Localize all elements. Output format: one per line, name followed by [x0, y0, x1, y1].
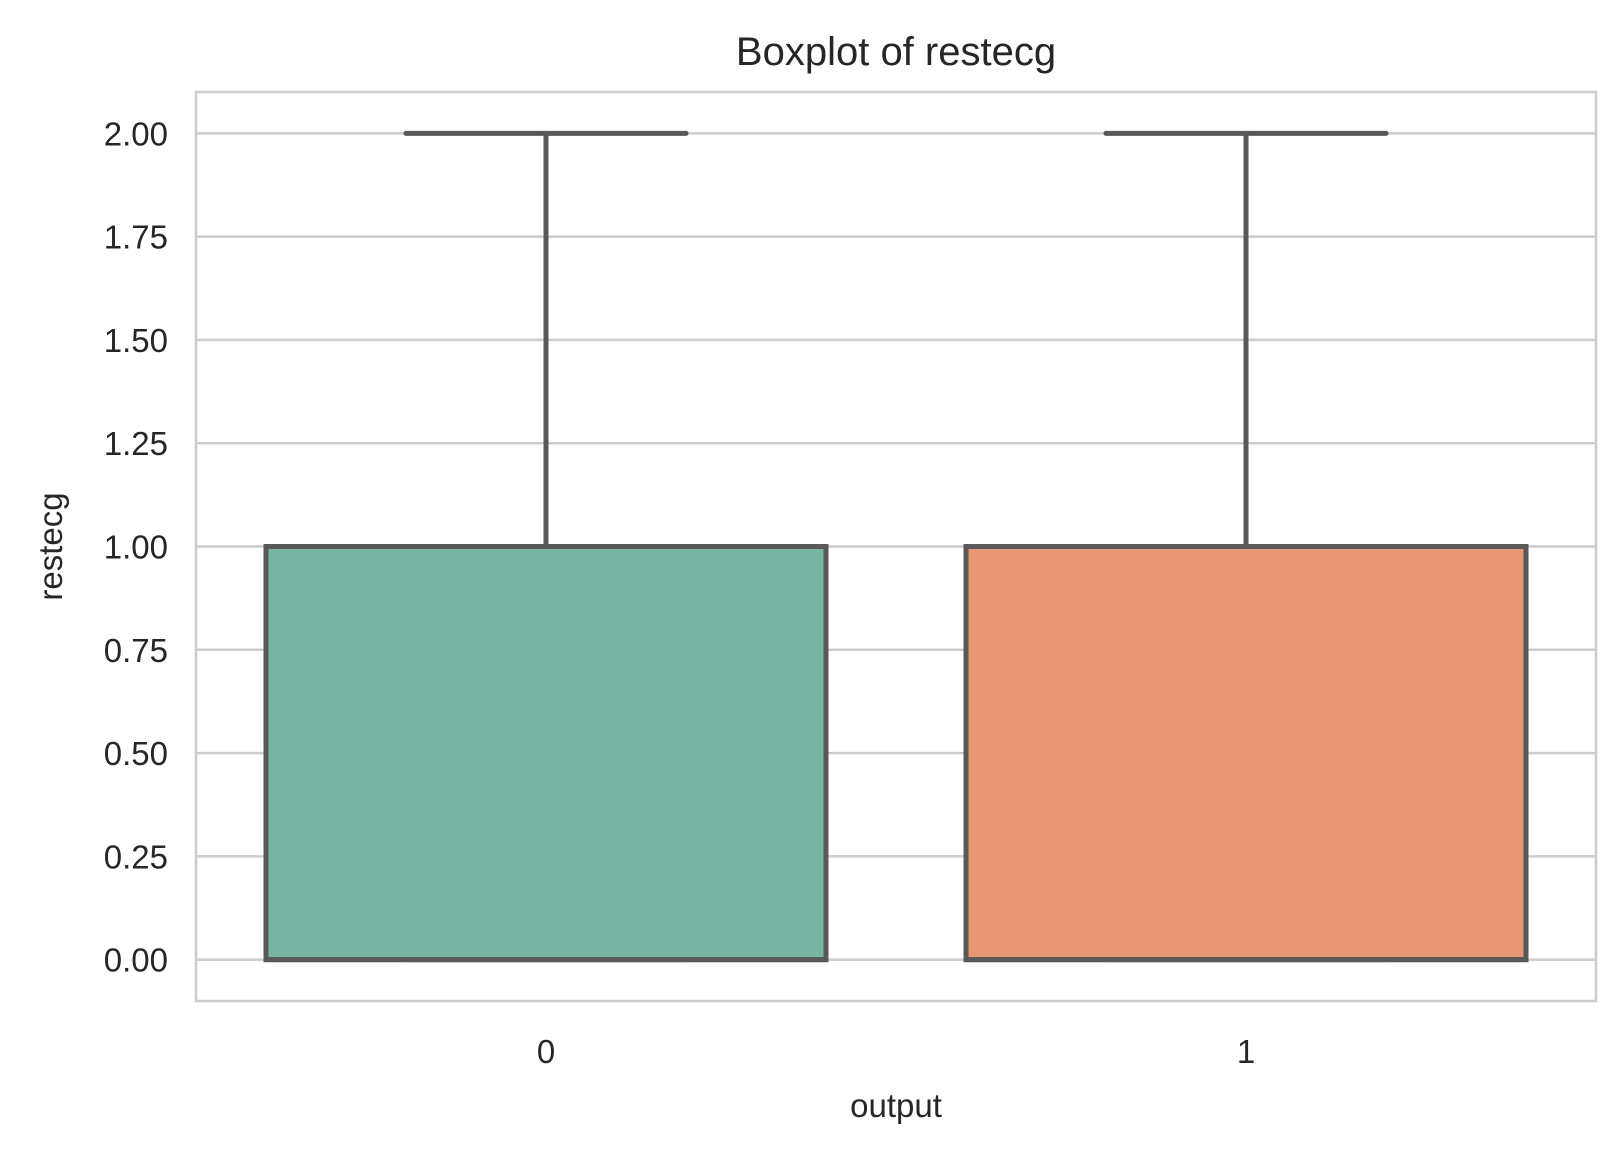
- y-tick-label: 2.00: [104, 115, 168, 152]
- y-tick-label: 0.25: [104, 838, 168, 875]
- y-tick-label: 1.00: [104, 529, 168, 566]
- y-tick-label: 1.75: [104, 219, 168, 256]
- y-tick-label: 0.00: [104, 942, 168, 979]
- y-tick-labels: 0.00 0.25 0.50 0.75 1.00 1.25 1.50 1.75 2.00: [104, 115, 168, 978]
- x-tick-label: 0: [537, 1033, 555, 1070]
- y-tick-label: 1.50: [104, 322, 168, 359]
- box-body: [263, 544, 829, 963]
- x-tick-label: 1: [1237, 1033, 1255, 1070]
- box-group-0: [263, 130, 829, 963]
- y-axis-label: restecg: [32, 492, 69, 600]
- y-tick-label: 0.50: [104, 735, 168, 772]
- y-tick-label: 1.25: [104, 425, 168, 462]
- box-body: [963, 544, 1529, 963]
- y-tick-label: 0.75: [104, 632, 168, 669]
- plot-area-frame: [194, 90, 1598, 1003]
- x-axis-label: output: [850, 1087, 942, 1124]
- boxes: [263, 130, 1529, 963]
- box-group-1: [963, 130, 1529, 963]
- chart-title: Boxplot of restecg: [736, 30, 1056, 74]
